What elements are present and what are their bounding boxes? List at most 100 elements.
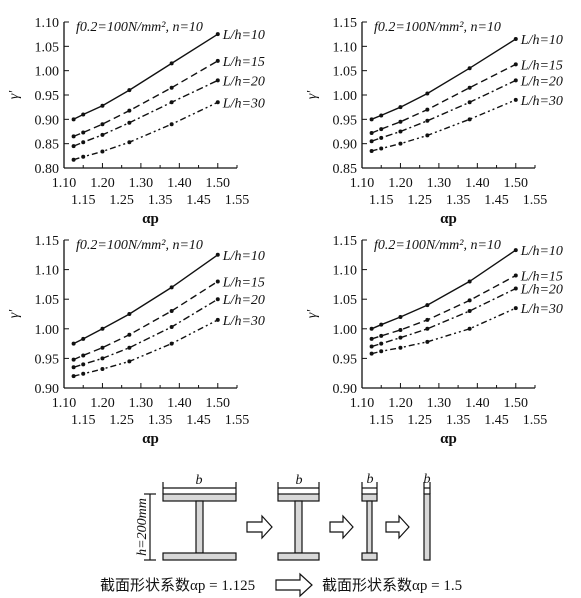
y-axis-label: γ' xyxy=(305,90,320,100)
x-tick-label: 1.50 xyxy=(206,176,231,191)
x-tick-label: 1.20 xyxy=(90,176,115,191)
data-point xyxy=(127,332,132,337)
data-point xyxy=(215,252,220,257)
data-point xyxy=(100,149,105,154)
data-point xyxy=(81,336,86,341)
y-tick-label: 1.05 xyxy=(35,293,60,308)
data-point xyxy=(215,297,220,302)
data-point xyxy=(398,335,403,340)
data-point xyxy=(369,344,374,349)
x-tick-label: 1.25 xyxy=(109,413,134,428)
data-point xyxy=(398,119,403,124)
data-point xyxy=(398,327,403,332)
data-point xyxy=(169,85,174,90)
arrow-right-icon xyxy=(246,514,273,540)
data-point xyxy=(71,134,76,139)
data-point xyxy=(398,314,403,319)
x-tick-label: 1.45 xyxy=(186,193,211,208)
data-point xyxy=(81,362,86,367)
data-point xyxy=(169,122,174,127)
data-point xyxy=(369,117,374,122)
data-point xyxy=(513,62,518,67)
dim-h-label: h=200mm xyxy=(135,498,150,556)
x-axis-label: αp xyxy=(142,431,159,447)
chart-annotation: f0.2=100N/mm², n=10 xyxy=(374,238,501,253)
x-tick-label: 1.15 xyxy=(369,413,394,428)
data-point xyxy=(71,357,76,362)
data-point xyxy=(513,306,518,311)
dim-b-label-3: b xyxy=(367,472,374,487)
x-tick-label: 1.15 xyxy=(71,193,96,208)
x-tick-label: 1.10 xyxy=(350,176,375,191)
data-point xyxy=(100,132,105,137)
y-tick-label: 1.15 xyxy=(333,16,358,31)
data-point xyxy=(215,58,220,63)
y-tick-label: 0.95 xyxy=(333,113,358,128)
y-tick-label: 0.80 xyxy=(35,162,60,177)
y-tick-label: 1.05 xyxy=(35,40,60,55)
x-tick-label: 1.40 xyxy=(465,176,490,191)
x-tick-label: 1.35 xyxy=(148,193,173,208)
x-tick-label: 1.45 xyxy=(484,193,509,208)
data-point xyxy=(169,61,174,66)
chart-panel-2: 0.85 0.90 0.95 1.00 1.05 1.10 1.15 1.10 1.20 1.30… xyxy=(305,16,563,227)
data-point xyxy=(369,351,374,356)
x-tick-label: 1.50 xyxy=(206,396,231,411)
y-tick-label: 0.90 xyxy=(333,138,358,153)
series-line-1 xyxy=(73,33,219,120)
arrow-right-icon xyxy=(329,514,354,540)
series-line-2 xyxy=(73,280,219,361)
data-point xyxy=(467,117,472,122)
y-tick-label: 1.00 xyxy=(35,323,60,338)
dim-b-label: b xyxy=(196,473,203,488)
data-point xyxy=(215,32,220,37)
x-tick-label: 1.55 xyxy=(225,413,250,428)
y-tick-label: 0.85 xyxy=(333,162,358,177)
data-point xyxy=(425,91,430,96)
data-point xyxy=(467,298,472,303)
data-point xyxy=(513,286,518,291)
data-point xyxy=(169,325,174,330)
data-point xyxy=(100,367,105,372)
i-section-narrow: b xyxy=(361,472,378,561)
data-point xyxy=(81,140,86,145)
data-point xyxy=(127,359,132,364)
x-tick-label: 1.20 xyxy=(90,396,115,411)
data-point xyxy=(379,113,384,118)
series-label: L/h=15 xyxy=(520,58,563,73)
series-line-2 xyxy=(73,60,219,138)
data-point xyxy=(513,248,518,253)
section-diagram: b h=200mm b b xyxy=(100,472,462,598)
series-line-4 xyxy=(371,99,517,152)
x-tick-label: 1.25 xyxy=(109,193,134,208)
y-tick-label: 1.00 xyxy=(35,65,60,80)
series-label: L/h=30 xyxy=(520,94,563,109)
data-point xyxy=(425,339,430,344)
x-tick-label: 1.25 xyxy=(407,193,432,208)
i-section-wide xyxy=(162,493,237,561)
dim-b-label-4: b xyxy=(424,472,431,487)
x-tick-label: 1.10 xyxy=(52,396,77,411)
data-point xyxy=(127,345,132,350)
x-tick-label: 1.10 xyxy=(52,176,77,191)
y-tick-label: 1.00 xyxy=(333,323,358,338)
x-tick-label: 1.15 xyxy=(71,413,96,428)
series-label: L/h=20 xyxy=(520,74,563,89)
data-point xyxy=(398,345,403,350)
y-tick-label: 0.90 xyxy=(35,382,60,397)
y-tick-label: 1.15 xyxy=(333,234,358,249)
data-point xyxy=(81,112,86,117)
series-label: L/h=30 xyxy=(222,314,265,329)
chart-panel-1: 0.80 0.85 0.90 0.95 1.00 1.05 1.10 1.10 1.20 1.30… xyxy=(7,16,265,227)
x-tick-label: 1.55 xyxy=(523,193,548,208)
data-point xyxy=(100,326,105,331)
x-tick-label: 1.30 xyxy=(129,396,154,411)
data-point xyxy=(71,157,76,162)
data-point xyxy=(369,148,374,153)
y-tick-label: 0.95 xyxy=(333,352,358,367)
data-point xyxy=(215,100,220,105)
data-point xyxy=(71,117,76,122)
chart-panel-3: 0.90 0.95 1.00 1.05 1.10 1.15 1.10 1.20 1.30 1.40… xyxy=(7,234,265,447)
data-point xyxy=(425,118,430,123)
y-tick-label: 0.95 xyxy=(35,89,60,104)
